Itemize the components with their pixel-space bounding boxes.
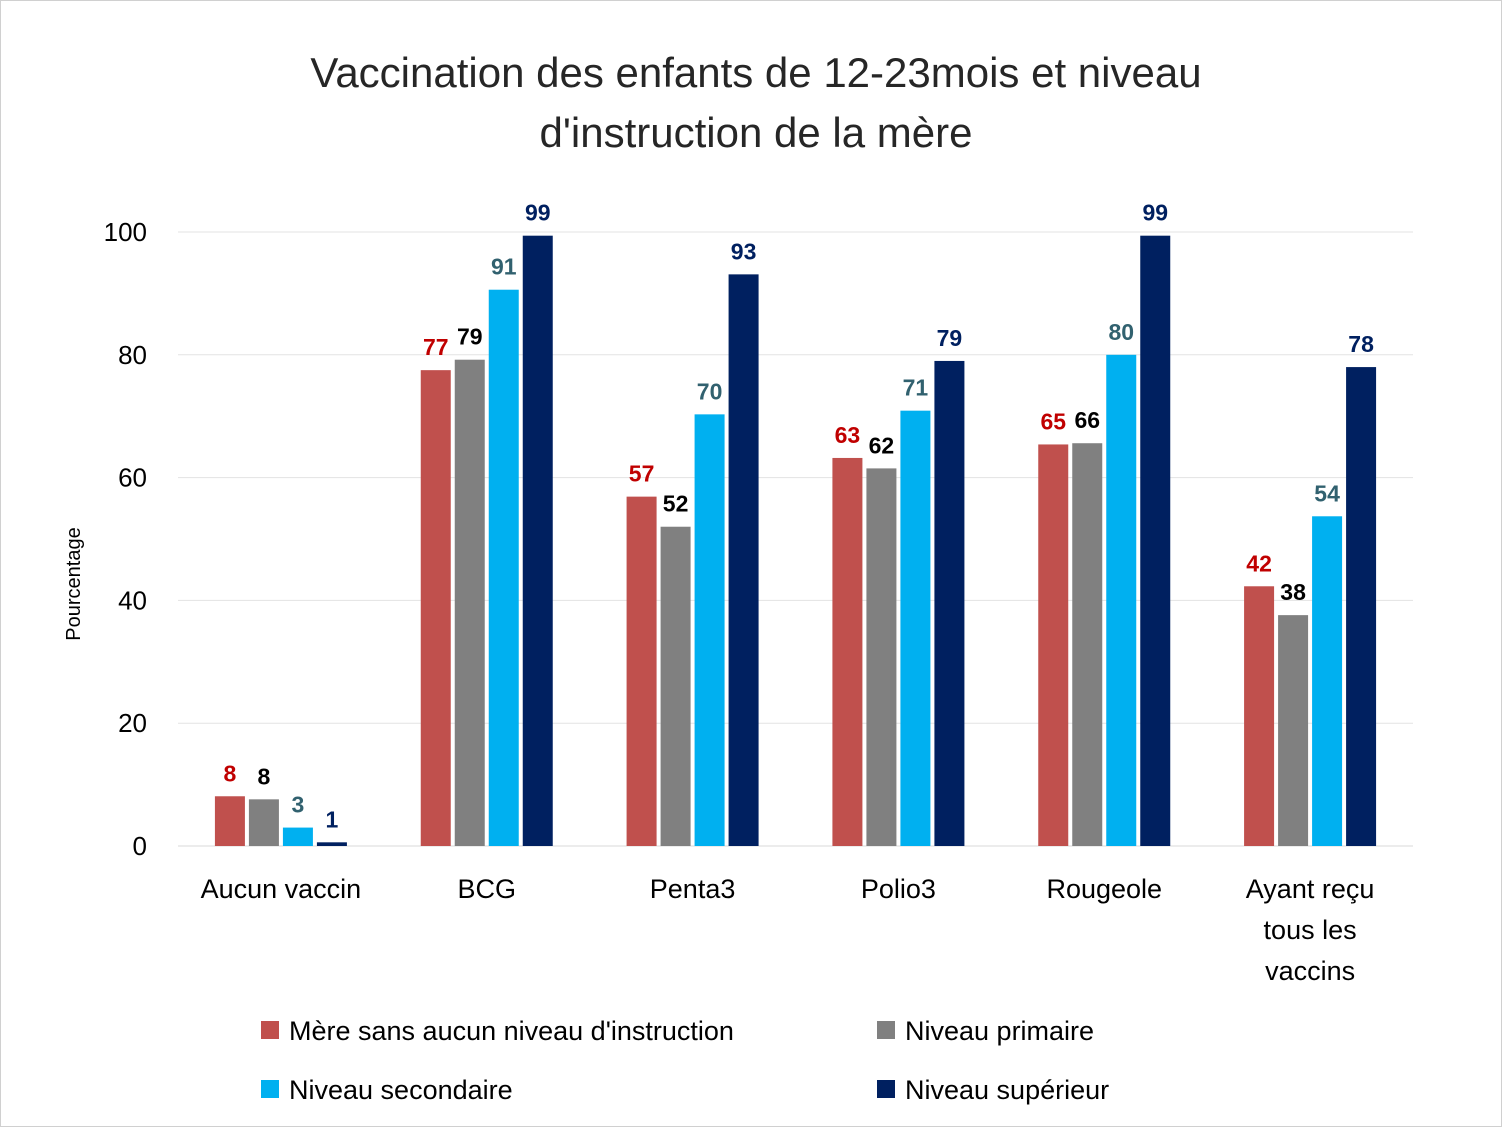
bar-series-0-cat-1 <box>420 370 451 846</box>
data-label-series-1-cat-2: 52 <box>663 491 689 517</box>
data-label-series-1-cat-3: 62 <box>869 432 895 458</box>
y-tick-label-60: 60 <box>118 463 147 493</box>
legend-swatch-2 <box>261 1080 279 1098</box>
chart-title-line-2: d'instruction de la mère <box>540 109 973 156</box>
gridlines <box>178 231 1413 847</box>
legend-swatch-1 <box>877 1021 895 1039</box>
bar-series-0-cat-3 <box>832 457 863 846</box>
bar-series-3-cat-2 <box>728 274 759 847</box>
bar-series-2-cat-2 <box>694 414 725 846</box>
data-label-series-0-cat-3: 63 <box>835 422 861 448</box>
data-label-series-0-cat-1: 77 <box>423 334 449 360</box>
x-category-label-5-line-2: vaccins <box>1265 956 1355 986</box>
y-tick-label-100: 100 <box>104 217 147 247</box>
x-category-label-0-line-0: Aucun vaccin <box>201 874 362 904</box>
legend-label-0: Mère sans aucun niveau d'instruction <box>289 1016 734 1046</box>
bar-series-3-cat-4 <box>1140 235 1171 846</box>
y-axis-label: Pourcentage <box>63 527 85 640</box>
bar-series-0-cat-5 <box>1244 586 1275 846</box>
chart-title: Vaccination des enfants de 12-23mois et … <box>310 49 1201 156</box>
x-category-label-5-line-1: tous les <box>1264 915 1357 945</box>
legend-swatch-3 <box>877 1080 895 1098</box>
bar-series-2-cat-5 <box>1312 516 1343 846</box>
bar-series-3-cat-1 <box>522 235 553 846</box>
data-label-series-0-cat-2: 57 <box>629 461 655 487</box>
bar-series-1-cat-5 <box>1278 615 1309 846</box>
legend-swatch-0 <box>261 1021 279 1039</box>
data-label-series-2-cat-3: 71 <box>903 375 929 401</box>
bar-series-3-cat-0 <box>316 842 347 846</box>
bar-series-2-cat-3 <box>900 410 931 846</box>
data-label-series-3-cat-1: 99 <box>525 200 551 226</box>
bar-series-2-cat-4 <box>1106 354 1137 846</box>
y-tick-label-0: 0 <box>133 831 147 861</box>
x-category-label-5-line-0: Ayant reçu <box>1246 874 1375 904</box>
data-label-series-2-cat-5: 54 <box>1314 480 1340 506</box>
data-label-series-0-cat-5: 42 <box>1246 550 1272 576</box>
legend-label-2: Niveau secondaire <box>289 1075 513 1105</box>
y-tick-label-40: 40 <box>118 585 147 615</box>
y-tick-label-20: 20 <box>118 708 147 738</box>
legend-label-3: Niveau supérieur <box>905 1075 1109 1105</box>
legend-label-1: Niveau primaire <box>905 1016 1094 1046</box>
legend: Mère sans aucun niveau d'instruction Nive… <box>261 1016 1109 1105</box>
bar-series-2-cat-0 <box>282 827 313 846</box>
bar-series-0-cat-4 <box>1038 444 1069 846</box>
data-label-series-2-cat-4: 80 <box>1108 319 1134 345</box>
y-tick-label-80: 80 <box>118 340 147 370</box>
x-category-label-3-line-0: Polio3 <box>861 874 936 904</box>
data-label-series-1-cat-4: 66 <box>1074 407 1100 433</box>
data-label-series-0-cat-0: 8 <box>224 760 237 786</box>
bar-series-3-cat-5 <box>1346 367 1377 846</box>
data-label-series-3-cat-0: 1 <box>326 806 339 832</box>
y-axis-ticks: 0 20 40 60 80 100 <box>104 217 147 861</box>
data-label-series-0-cat-4: 65 <box>1040 408 1066 434</box>
data-label-series-3-cat-2: 93 <box>731 238 757 264</box>
x-axis-categories: Aucun vaccin BCG Penta3 Polio3 Rougeole Ayant… <box>201 874 1375 986</box>
bar-series-1-cat-1 <box>454 359 485 846</box>
data-label-series-3-cat-4: 99 <box>1142 200 1168 226</box>
data-labels: 8 77 57 63 65 42 8 79 52 62 66 38 3 91 70 71 80 54 1 99 93 79… <box>224 200 1375 833</box>
data-label-series-2-cat-0: 3 <box>292 792 305 818</box>
bar-series-2-cat-1 <box>488 289 519 846</box>
data-label-series-3-cat-3: 79 <box>937 325 963 351</box>
data-label-series-1-cat-5: 38 <box>1280 579 1306 605</box>
x-category-label-4-line-0: Rougeole <box>1046 874 1162 904</box>
bar-series-1-cat-0 <box>248 799 279 846</box>
data-label-series-3-cat-5: 78 <box>1348 331 1374 357</box>
x-category-label-2-line-0: Penta3 <box>650 874 736 904</box>
bars <box>214 235 1377 847</box>
bar-series-1-cat-2 <box>660 526 691 846</box>
bar-series-0-cat-2 <box>626 496 657 846</box>
data-label-series-2-cat-1: 91 <box>491 254 517 280</box>
bar-series-3-cat-3 <box>934 360 965 846</box>
data-label-series-1-cat-1: 79 <box>457 324 483 350</box>
data-label-series-2-cat-2: 70 <box>697 378 723 404</box>
x-category-label-1-line-0: BCG <box>457 874 516 904</box>
bar-series-1-cat-4 <box>1072 443 1103 846</box>
bar-series-0-cat-0 <box>214 796 245 846</box>
bar-series-1-cat-3 <box>866 468 897 846</box>
chart-title-line-1: Vaccination des enfants de 12-23mois et … <box>310 49 1201 96</box>
data-label-series-1-cat-0: 8 <box>258 763 271 789</box>
